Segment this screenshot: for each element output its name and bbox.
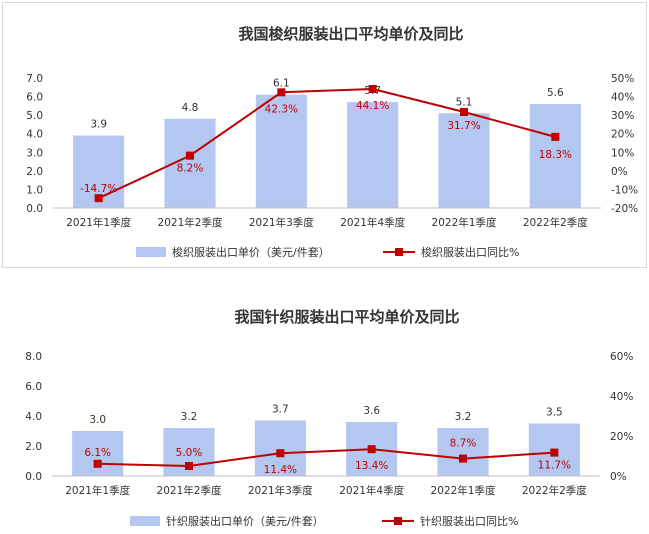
line-marker (550, 448, 559, 457)
y-tick-label: 4.0 (25, 411, 42, 423)
y-tick-label: 8.0 (25, 351, 42, 363)
bar-value-label: 3.6 (363, 405, 380, 417)
bar (255, 94, 307, 208)
x-tick-label: 2021年3季度 (249, 216, 314, 229)
y-tick-label: 1.0 (26, 184, 43, 196)
y2-tick-label: -10% (611, 184, 638, 196)
series-line (98, 87, 556, 200)
line-marker (368, 84, 377, 93)
line-marker (185, 462, 193, 470)
bar-value-label: 3.2 (181, 411, 198, 423)
line-marker (94, 194, 103, 203)
bar (254, 420, 306, 476)
chart-title: 我国针织服装出口平均单价及同比 (234, 308, 459, 326)
y2-tick-label: 20% (611, 129, 634, 141)
y-tick-label: 7.0 (26, 73, 43, 85)
line-value-label: 13.4% (355, 460, 388, 472)
x-tick-label: 2021年1季度 (65, 484, 130, 497)
line-value-label: 11.7% (538, 460, 571, 472)
legend-bar-swatch (136, 247, 166, 257)
bar-value-label: 5.1 (456, 96, 473, 108)
bar (347, 102, 399, 208)
line-marker (276, 449, 285, 458)
y2-tick-label: -20% (611, 203, 638, 215)
y2-tick-label: 0% (611, 166, 628, 178)
bar-value-label: 3.0 (89, 414, 106, 426)
series-line (97, 448, 555, 468)
line-value-label: 42.3% (265, 103, 298, 115)
y2-tick-label: 60% (610, 351, 633, 363)
line-value-label: 5.0% (176, 447, 203, 459)
y2-tick-label: 10% (611, 147, 634, 159)
line-value-label: 11.4% (264, 464, 297, 476)
bar-value-label: 5.6 (547, 87, 564, 99)
chart-title: 我国梭织服装出口平均单价及同比 (238, 25, 463, 43)
line-value-label: 31.7% (447, 120, 480, 132)
y2-tick-label: 30% (611, 110, 634, 122)
line-marker (277, 88, 286, 97)
y-tick-label: 4.0 (26, 129, 43, 141)
y2-tick-label: 20% (610, 431, 633, 443)
line-marker (367, 445, 376, 454)
y2-tick-label: 40% (611, 92, 634, 104)
bar-value-label: 6.1 (273, 78, 290, 90)
line-marker (186, 151, 194, 160)
bar (437, 428, 489, 476)
y-tick-label: 6.0 (26, 92, 43, 104)
knit-chart-svg: 我国针织服装出口平均单价及同比 0.0 2.0 4.0 6.0 8.0 0% 20% 40% 60… (25, 308, 633, 528)
x-tick-label: 2022年1季度 (431, 484, 496, 497)
chart-panel-woven: 我国梭织服装出口平均单价及同比 0.0 1.0 2.0 3.0 4.0 5.0 6.0 7.0 -… (2, 2, 647, 268)
y2-tick-label: 40% (610, 391, 633, 403)
line-value-label: 8.7% (450, 438, 477, 450)
x-tick-label: 2021年4季度 (339, 484, 404, 497)
bar-value-label: 3.7 (272, 404, 289, 416)
line-marker (459, 454, 467, 463)
x-tick-label: 2021年3季度 (248, 484, 313, 497)
line-value-label: 44.1% (356, 100, 389, 112)
line-value-label: 8.2% (177, 163, 204, 175)
bar-value-label: 4.8 (182, 102, 199, 114)
legend-line-label: 梭织服装出口同比% (421, 245, 519, 259)
y-tick-label: 0.0 (25, 471, 42, 483)
x-tick-label: 2021年1季度 (66, 216, 131, 229)
bar-value-label: 3.5 (546, 407, 563, 419)
x-tick-label: 2022年1季度 (432, 216, 497, 229)
y-tick-label: 2.0 (26, 166, 43, 178)
y2-tick-label: 50% (611, 73, 634, 85)
legend-bar-swatch (130, 516, 160, 526)
y-tick-label: 0.0 (26, 203, 43, 215)
x-tick-label: 2021年2季度 (158, 216, 223, 229)
legend-line-label: 针织服装出口同比% (420, 514, 518, 528)
legend-bar-label: 针织服装出口单价（美元/件套） (166, 514, 324, 528)
legend-line-marker (395, 248, 403, 256)
line-value-label: 18.3% (539, 149, 572, 161)
x-tick-label: 2021年2季度 (157, 484, 222, 497)
line-marker (93, 459, 102, 468)
line-value-label: 6.1% (84, 447, 111, 459)
y-tick-label: 5.0 (26, 110, 43, 122)
line-marker (460, 107, 468, 116)
x-tick-label: 2021年4季度 (340, 216, 405, 229)
y2-tick-label: 0% (610, 471, 627, 483)
bar (438, 113, 490, 208)
x-tick-label: 2022年2季度 (523, 216, 588, 229)
y-tick-label: 2.0 (25, 441, 42, 453)
line-value-label: -14.7% (80, 183, 117, 195)
bar-value-label: 3.9 (90, 119, 107, 131)
bar (72, 431, 124, 476)
bar-value-label: 3.2 (455, 411, 472, 423)
legend-bar-label: 梭织服装出口单价（美元/件套） (172, 245, 330, 259)
x-tick-label: 2022年2季度 (522, 484, 587, 497)
legend-line-marker (394, 517, 402, 525)
y-tick-label: 6.0 (25, 381, 42, 393)
woven-chart-svg: 我国梭织服装出口平均单价及同比 0.0 1.0 2.0 3.0 4.0 5.0 6.0 7.0 -… (26, 25, 638, 259)
chart-panel-knit: 我国针织服装出口平均单价及同比 0.0 2.0 4.0 6.0 8.0 0% 20% 40% 60… (2, 292, 645, 532)
y-tick-label: 3.0 (26, 147, 43, 159)
bar (529, 104, 581, 208)
line-marker (551, 132, 560, 141)
